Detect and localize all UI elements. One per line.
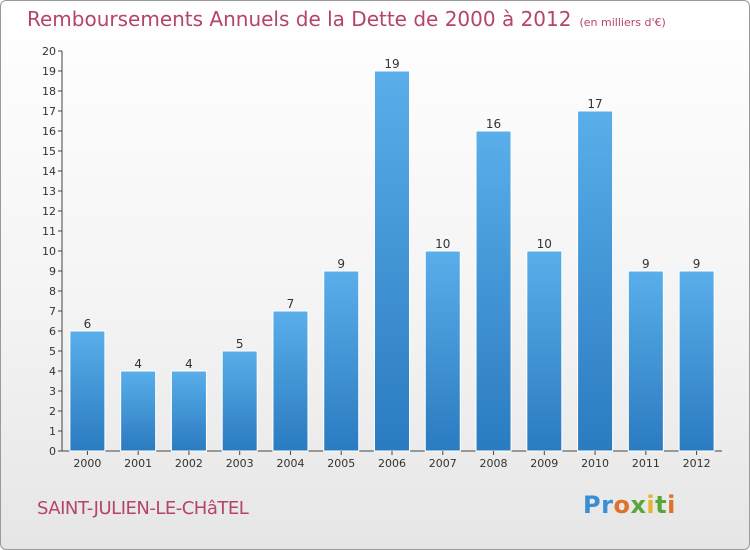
y-tick-label: 18 bbox=[42, 85, 56, 98]
x-tick-label: 2003 bbox=[226, 457, 254, 470]
bar-value-label: 7 bbox=[287, 297, 295, 311]
bar-value-label: 9 bbox=[642, 257, 650, 271]
bar bbox=[678, 270, 715, 452]
y-tick-label: 8 bbox=[49, 285, 56, 298]
y-tick-label: 1 bbox=[49, 425, 56, 438]
x-tick-label: 2011 bbox=[632, 457, 660, 470]
y-tick-label: 7 bbox=[49, 305, 56, 318]
place-name: SAINT-JULIEN-LE-CHâTEL bbox=[37, 498, 249, 519]
x-tick-label: 2000 bbox=[73, 457, 101, 470]
bar bbox=[120, 370, 157, 452]
bar-value-label: 19 bbox=[384, 57, 399, 71]
x-tick-label: 2006 bbox=[378, 457, 406, 470]
bar-value-label: 6 bbox=[84, 317, 92, 331]
y-tick-label: 17 bbox=[42, 105, 56, 118]
y-tick-label: 6 bbox=[49, 325, 56, 338]
y-tick-label: 14 bbox=[42, 165, 56, 178]
bar bbox=[170, 370, 207, 452]
x-tick-label: 2008 bbox=[480, 457, 508, 470]
x-tick-label: 2010 bbox=[581, 457, 609, 470]
y-tick-label: 2 bbox=[49, 405, 56, 418]
x-tick-label: 2007 bbox=[429, 457, 457, 470]
y-tick-label: 10 bbox=[42, 245, 56, 258]
y-tick-label: 5 bbox=[49, 345, 56, 358]
x-tick-label: 2001 bbox=[124, 457, 152, 470]
bar-value-label: 16 bbox=[486, 117, 501, 131]
y-tick-label: 9 bbox=[49, 265, 56, 278]
bar bbox=[221, 350, 258, 452]
x-tick-label: 2004 bbox=[276, 457, 304, 470]
chart-title-text: Remboursements Annuels de la Dette de 20… bbox=[27, 7, 572, 31]
y-tick-label: 19 bbox=[42, 65, 56, 78]
y-tick-label: 12 bbox=[42, 205, 56, 218]
bar bbox=[475, 130, 512, 452]
y-tick-label: 16 bbox=[42, 125, 56, 138]
y-tick-label: 20 bbox=[42, 45, 56, 58]
bar bbox=[374, 70, 410, 452]
x-tick-label: 2012 bbox=[683, 457, 711, 470]
bar bbox=[323, 270, 360, 452]
bar-value-label: 5 bbox=[236, 337, 244, 351]
y-tick-label: 15 bbox=[42, 145, 56, 158]
bar-value-label: 9 bbox=[693, 257, 701, 271]
bar-value-label: 9 bbox=[337, 257, 345, 271]
bar bbox=[69, 330, 106, 452]
bar-value-label: 10 bbox=[435, 237, 450, 251]
bar bbox=[526, 250, 563, 452]
x-tick-label: 2002 bbox=[175, 457, 203, 470]
bar bbox=[424, 250, 461, 452]
bar-value-label: 10 bbox=[537, 237, 552, 251]
bar-value-label: 4 bbox=[134, 357, 142, 371]
y-tick-label: 4 bbox=[49, 365, 56, 378]
chart-unit-label: (en milliers d'€) bbox=[579, 16, 666, 29]
bar bbox=[627, 270, 664, 452]
y-tick-label: 13 bbox=[42, 185, 56, 198]
y-tick-label: 3 bbox=[49, 385, 56, 398]
bar-value-label: 17 bbox=[587, 97, 602, 111]
chart-title: Remboursements Annuels de la Dette de 20… bbox=[27, 7, 666, 31]
y-tick-label: 0 bbox=[49, 445, 56, 458]
bar bbox=[577, 110, 614, 452]
bar-value-label: 4 bbox=[185, 357, 193, 371]
x-tick-label: 2009 bbox=[530, 457, 558, 470]
proxiti-logo: Proxiti bbox=[583, 491, 676, 519]
bar bbox=[272, 310, 309, 452]
y-tick-label: 11 bbox=[42, 225, 56, 238]
x-tick-label: 2005 bbox=[327, 457, 355, 470]
